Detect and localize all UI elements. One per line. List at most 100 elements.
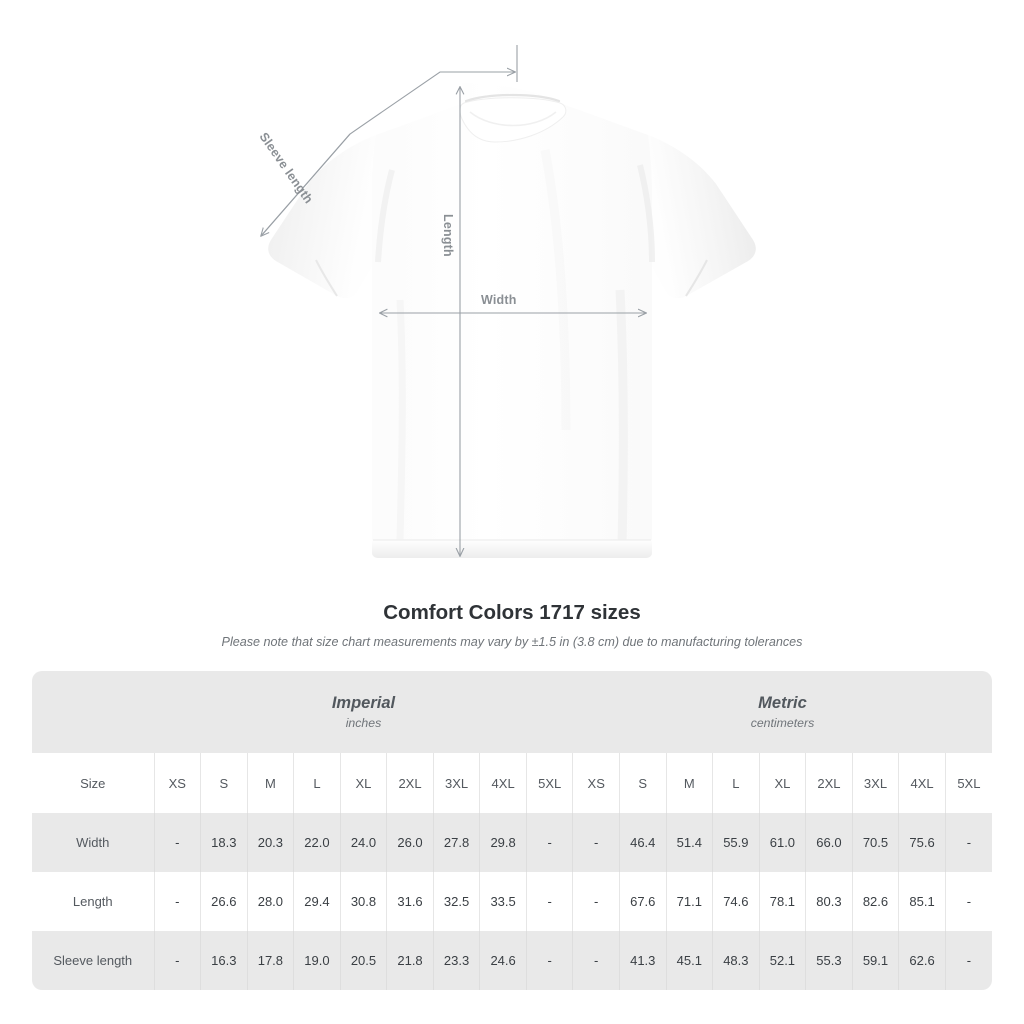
table-cell: 22.0: [293, 813, 341, 872]
unit-group-imperial-sub: inches: [345, 716, 382, 730]
table-cell: -: [153, 931, 201, 990]
size-column-header: 2XL: [386, 753, 434, 813]
size-column-header: XL: [758, 753, 806, 813]
size-column-header: 2XL: [805, 753, 853, 813]
unit-group-header-row: Imperial inches Metric centimeters: [32, 671, 992, 753]
table-cell: 32.5: [432, 872, 480, 931]
table-cell: 21.8: [386, 931, 434, 990]
row-label: Length: [32, 872, 155, 931]
size-column-header: XS: [572, 753, 620, 813]
table-cell: 19.0: [293, 931, 341, 990]
sleeve-length-arrow: [261, 133, 351, 236]
tolerance-note: Please note that size chart measurements…: [221, 635, 803, 649]
table-cell: -: [153, 872, 201, 931]
table-cell: 41.3: [618, 931, 667, 990]
table-cell: 23.3: [432, 931, 480, 990]
table-cell: -: [572, 813, 620, 872]
table-cell: -: [525, 872, 573, 931]
title-block: Comfort Colors 1717 sizes Please note th…: [0, 598, 1024, 651]
unit-group-metric: Metric centimeters: [572, 671, 992, 753]
size-column-header: S: [200, 753, 248, 813]
table-cell: -: [944, 931, 992, 990]
table-cell: 30.8: [339, 872, 387, 931]
table-cell: 18.3: [200, 813, 248, 872]
table-cell: 20.5: [339, 931, 387, 990]
size-column-header: 4XL: [898, 753, 946, 813]
table-cell: 26.6: [200, 872, 248, 931]
table-cell: 29.8: [479, 813, 527, 872]
size-column-header: 5XL: [525, 753, 573, 813]
table-cell: -: [153, 813, 201, 872]
length-label: Length: [441, 214, 455, 257]
size-column-header: 3XL: [432, 753, 480, 813]
table-cell: 52.1: [758, 931, 806, 990]
table-cell: 46.4: [618, 813, 667, 872]
table-cell: -: [525, 813, 573, 872]
table-corner-cell: [32, 671, 155, 753]
table-cell: 59.1: [851, 931, 899, 990]
table-cell: 27.8: [432, 813, 480, 872]
tshirt-body-shape: [268, 83, 756, 558]
table-cell: 82.6: [851, 872, 899, 931]
table-cell: 80.3: [805, 872, 853, 931]
table-cell: 24.6: [479, 931, 527, 990]
table-cell: 55.9: [712, 813, 760, 872]
table-cell: -: [944, 872, 992, 931]
product-illustration: Width Length Sleeve length: [0, 45, 756, 558]
table-cell: 74.6: [712, 872, 760, 931]
table-cell: 55.3: [805, 931, 853, 990]
unit-group-metric-sub: centimeters: [750, 716, 815, 730]
table-cell: 67.6: [618, 872, 667, 931]
width-label: Width: [481, 293, 517, 307]
table-cell: -: [944, 813, 992, 872]
row-label: Sleeve length: [32, 931, 155, 990]
table-cell: 29.4: [293, 872, 341, 931]
table-cell: 62.6: [898, 931, 946, 990]
table-cell: 66.0: [805, 813, 853, 872]
size-column-header: XS: [153, 753, 201, 813]
tshirt-diagram: [0, 45, 756, 558]
table-cell: 20.3: [246, 813, 294, 872]
table-cell: 75.6: [898, 813, 946, 872]
unit-group-metric-name: Metric: [758, 694, 807, 712]
table-cell: 51.4: [665, 813, 713, 872]
size-column-header: L: [712, 753, 760, 813]
table-row: Sleeve length -16.3 17.8 19.0 20.5 21.8 23.3 2…: [32, 931, 992, 990]
table-cell: 33.5: [479, 872, 527, 931]
table-row: Length -26.6 28.0 29.4 30.8 31.6 32.5 33.5- -67…: [32, 872, 992, 931]
size-column-header: 3XL: [851, 753, 899, 813]
size-header-label: Size: [32, 753, 155, 813]
table-cell: 85.1: [898, 872, 946, 931]
page-title: Comfort Colors 1717 sizes: [383, 601, 641, 624]
table-cell: -: [525, 931, 573, 990]
table-cell: 24.0: [339, 813, 387, 872]
measurement-lines: [261, 45, 646, 556]
size-column-header: M: [246, 753, 294, 813]
table-row: Width -18.3 20.3 22.0 24.0 26.0 27.8 29.8- -46.…: [32, 813, 992, 872]
size-chart-table: Imperial inches Metric centimeters Size …: [32, 671, 992, 990]
size-column-header: S: [618, 753, 667, 813]
table-cell: 70.5: [851, 813, 899, 872]
size-header-row: Size XS S M L XL 2XL 3XL 4XL 5XL XS S M L XL 2XL 3XL 4XL…: [32, 753, 992, 813]
table-cell: -: [572, 872, 620, 931]
table-cell: 26.0: [386, 813, 434, 872]
size-chart-table-wrapper: Imperial inches Metric centimeters Size …: [32, 671, 992, 990]
table-cell: 31.6: [386, 872, 434, 931]
table-cell: 61.0: [758, 813, 806, 872]
size-column-header: 4XL: [479, 753, 527, 813]
size-column-header: M: [665, 753, 713, 813]
table-cell: 16.3: [200, 931, 248, 990]
size-column-header: XL: [339, 753, 387, 813]
unit-group-imperial-name: Imperial: [331, 694, 396, 712]
table-cell: 17.8: [246, 931, 294, 990]
table-cell: 28.0: [246, 872, 294, 931]
size-column-header: 5XL: [944, 753, 992, 813]
row-label: Width: [32, 813, 155, 872]
unit-group-imperial: Imperial inches: [154, 671, 573, 753]
table-cell: 71.1: [665, 872, 713, 931]
table-cell: 45.1: [665, 931, 713, 990]
table-cell: 78.1: [758, 872, 806, 931]
size-column-header: L: [293, 753, 341, 813]
table-cell: 48.3: [712, 931, 760, 990]
table-cell: -: [572, 931, 620, 990]
